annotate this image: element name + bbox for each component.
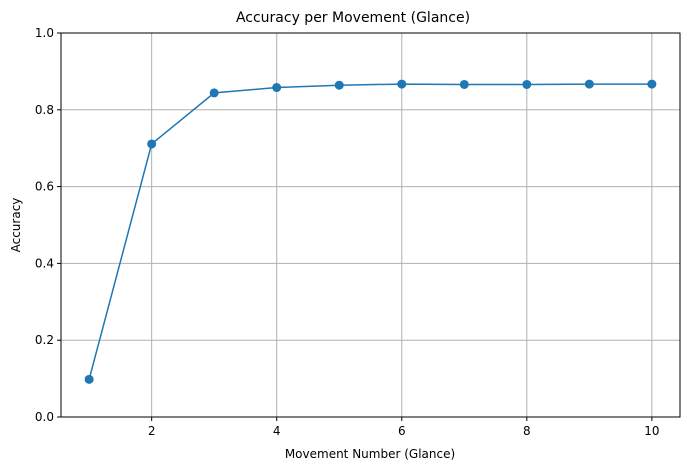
x-tick-label: 8 [523,424,531,438]
data-point-marker [459,79,469,89]
chart-title: Accuracy per Movement (Glance) [236,10,470,26]
data-point-marker [84,374,94,384]
x-tick-label: 2 [148,424,156,438]
y-axis-label: Accuracy [9,198,23,253]
y-tick-label: 1.0 [35,26,54,40]
y-tick-label: 0.4 [35,256,54,270]
data-point-marker [334,80,344,90]
data-point-marker [522,79,532,89]
data-point-marker [209,88,219,98]
data-point-marker [397,79,407,89]
x-tick-label: 10 [644,424,659,438]
x-tick-label: 6 [398,424,406,438]
accuracy-series-line [88,83,652,380]
y-tick-label: 0.8 [35,103,54,117]
grid-layer [61,32,680,418]
y-tick-label: 0.2 [35,333,54,347]
data-point-marker [647,79,657,89]
data-point-marker [584,79,594,89]
y-tick-label: 0.0 [35,410,54,424]
y-tick-label: 0.6 [35,180,54,194]
tick-layer: 2 4 6 8 10 0.0 0.2 0.4 0.6 0.8 1.0 [35,26,660,438]
series-layer [84,79,657,384]
plot-frame [60,32,681,418]
x-tick-label: 4 [273,424,281,438]
x-axis-label: Movement Number (Glance) [285,447,455,461]
data-point-marker [272,83,282,93]
data-point-marker [147,139,157,149]
